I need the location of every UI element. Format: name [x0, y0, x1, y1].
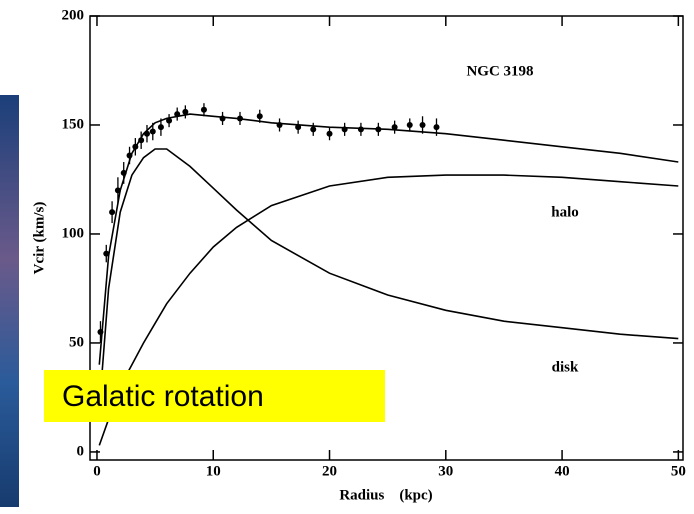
x-tick-label: 20: [322, 463, 337, 479]
data-point: [132, 143, 139, 150]
annotation-box: [44, 370, 385, 422]
x-tick-label: 40: [555, 463, 570, 479]
data-point: [391, 124, 398, 131]
data-point: [310, 126, 317, 133]
data-point: [174, 111, 181, 118]
data-point: [103, 250, 110, 257]
y-tick-label: 100: [62, 225, 85, 241]
curve: [98, 113, 679, 365]
x-tick-label: 50: [671, 463, 686, 479]
series-label: halo: [551, 204, 579, 220]
data-point: [326, 130, 333, 137]
curve: [98, 174, 679, 446]
data-point: [114, 187, 121, 194]
data-point: [357, 126, 364, 133]
plot-frame: [89, 15, 684, 461]
plot-area: [97, 103, 679, 446]
data-point: [120, 169, 127, 176]
x-tick-label: 10: [206, 463, 221, 479]
data-point: [256, 113, 263, 120]
curve: [98, 148, 679, 409]
y-tick-label: 50: [69, 334, 84, 350]
data-point: [182, 108, 189, 115]
data-point: [157, 124, 164, 131]
data-point: [276, 121, 283, 128]
x-tick-label: 30: [438, 463, 453, 479]
y-tick-label: 150: [62, 116, 85, 132]
data-point: [236, 115, 243, 122]
chart-title: NGC 3198: [466, 63, 533, 79]
galaxy-image: [0, 95, 19, 507]
data-point: [149, 128, 156, 135]
y-tick-label: 0: [77, 443, 85, 459]
data-point: [109, 209, 116, 216]
data-point: [97, 329, 104, 336]
data-point: [166, 117, 173, 124]
data-point: [143, 130, 150, 137]
data-point: [138, 137, 145, 144]
data-point: [295, 124, 302, 131]
data-point: [341, 126, 348, 133]
data-point: [126, 152, 133, 159]
y-axis-label: Vcir (km/s): [31, 202, 47, 275]
data-point: [406, 121, 413, 128]
data-point: [375, 126, 382, 133]
data-point: [419, 121, 426, 128]
data-point: [200, 106, 207, 113]
x-axis-label: Radius (kpc): [339, 487, 432, 503]
data-point: [433, 124, 440, 131]
data-point: [219, 115, 226, 122]
annotation: Galatic rotation: [62, 380, 264, 413]
series-label: disk: [552, 359, 579, 375]
x-tick-label: 0: [93, 463, 101, 479]
y-tick-label: 200: [62, 7, 85, 23]
